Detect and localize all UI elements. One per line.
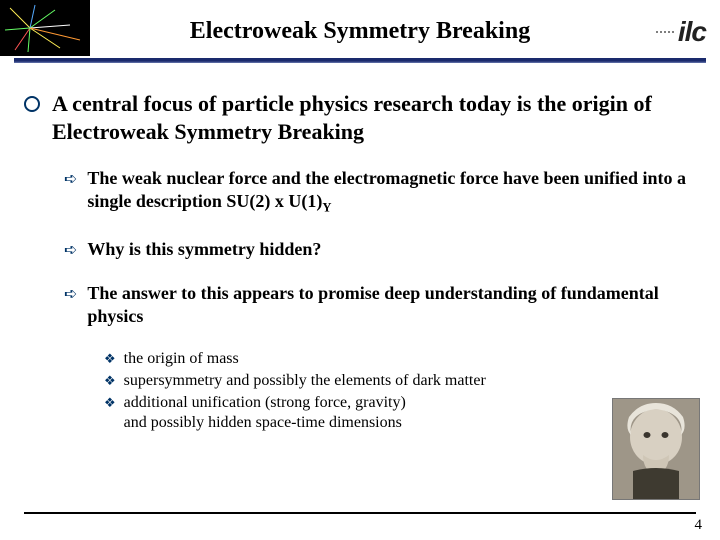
bullet-level3: ❖ additional unification (strong force, …: [104, 393, 696, 433]
arrow-bullet-icon: ➪: [64, 240, 77, 260]
bullet-level2-text-pre: The weak nuclear force and the electroma…: [87, 168, 686, 211]
bullet-level3-line2: and possibly hidden space-time dimension…: [124, 414, 402, 431]
slide-title: Electroweak Symmetry Breaking: [0, 18, 720, 45]
header-rule: [14, 58, 706, 63]
ilc-logo: ilc: [626, 12, 706, 52]
diamond-bullet-icon: ❖: [104, 373, 116, 389]
diamond-bullet-icon: ❖: [104, 351, 116, 367]
circle-bullet-icon: [24, 96, 40, 112]
bullet-level1: A central focus of particle physics rese…: [24, 90, 696, 145]
diamond-bullet-icon: ❖: [104, 395, 116, 411]
subscript: Y: [322, 200, 331, 214]
bullet-level2-text: The weak nuclear force and the electroma…: [87, 167, 696, 216]
bullet-level2: ➪ Why is this symmetry hidden?: [64, 238, 696, 261]
bullet-level3-text: the origin of mass: [124, 349, 239, 369]
bullet-level2: ➪ The answer to this appears to promise …: [64, 282, 696, 327]
einstein-photo: [612, 398, 700, 500]
bullet-level3: ❖ the origin of mass: [104, 349, 696, 369]
slide-header: Electroweak Symmetry Breaking ilc: [0, 0, 720, 68]
logo-dots-icon: [656, 31, 674, 33]
arrow-bullet-icon: ➪: [64, 169, 77, 189]
arrow-bullet-icon: ➪: [64, 284, 77, 304]
footer-rule: [24, 512, 696, 514]
bullet-level2-text: The answer to this appears to promise de…: [87, 282, 696, 327]
slide-body: A central focus of particle physics rese…: [24, 90, 696, 435]
bullet-level3: ❖ supersymmetry and possibly the element…: [104, 371, 696, 391]
page-number: 4: [695, 517, 703, 534]
bullet-level2: ➪ The weak nuclear force and the electro…: [64, 167, 696, 216]
bullet-level2-text: Why is this symmetry hidden?: [87, 238, 321, 261]
logo-text: ilc: [678, 16, 706, 48]
bullet-level3-text: supersymmetry and possibly the elements …: [124, 371, 486, 391]
bullet-level3-line1: additional unification (strong force, gr…: [124, 394, 406, 411]
bullet-level3-text: additional unification (strong force, gr…: [124, 393, 406, 433]
bullet-level1-text: A central focus of particle physics rese…: [52, 90, 696, 145]
